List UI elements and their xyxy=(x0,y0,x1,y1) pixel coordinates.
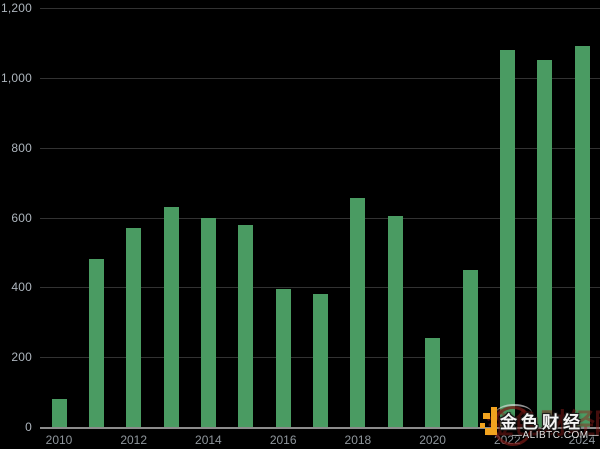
y-tick-label: 1,000 xyxy=(0,70,32,85)
x-tick-label: 2012 xyxy=(120,433,148,447)
y-tick-label: 800 xyxy=(11,140,32,155)
y-tick-label: 0 xyxy=(25,420,32,434)
x-tick-label: 2018 xyxy=(344,433,372,447)
watermark-ring-highlight xyxy=(496,404,532,422)
brand-logo-icon xyxy=(485,428,493,435)
gridline xyxy=(40,287,600,288)
x-tick-label: 2024 xyxy=(568,433,596,447)
y-tick-label: 400 xyxy=(11,280,32,295)
bar-2022 xyxy=(499,49,515,427)
watermark: 金色财经网 金色财经 —ALIBTC.COM— xyxy=(480,400,600,449)
x-tick-label: 2016 xyxy=(269,433,297,447)
y-tick-label: 200 xyxy=(11,350,32,365)
x-tick-label: 2020 xyxy=(419,433,446,447)
bar-2024 xyxy=(574,46,590,427)
gridline xyxy=(40,218,600,219)
y-tick-label: 600 xyxy=(11,210,32,225)
bar-2023 xyxy=(537,60,553,427)
x-axis-line xyxy=(40,427,600,429)
bar-2020 xyxy=(425,338,441,427)
bar-2014 xyxy=(200,217,216,427)
bar-2016 xyxy=(275,289,291,427)
bar-2011 xyxy=(88,259,104,427)
brand-logo-icon xyxy=(480,423,485,428)
bar-2015 xyxy=(238,224,254,427)
bar-2018 xyxy=(350,198,366,427)
bar-2019 xyxy=(387,215,403,427)
y-tick-label: 1,200 xyxy=(0,1,32,15)
watermark-site-url: —ALIBTC.COM— xyxy=(512,430,600,441)
x-tick-label: 2014 xyxy=(195,433,222,447)
gridline xyxy=(40,148,600,149)
bar-2013 xyxy=(163,207,179,427)
x-tick-label: 2010 xyxy=(45,433,73,447)
bar-2021 xyxy=(462,269,478,427)
bar-2010 xyxy=(51,399,67,427)
bar-2012 xyxy=(126,228,142,427)
watermark-brand-name: 金色财经 xyxy=(500,413,584,432)
brand-logo-icon xyxy=(491,407,497,435)
gridline xyxy=(40,8,600,9)
bar-2017 xyxy=(313,294,328,427)
brand-logo-icon xyxy=(483,413,490,419)
gridline xyxy=(40,78,600,79)
